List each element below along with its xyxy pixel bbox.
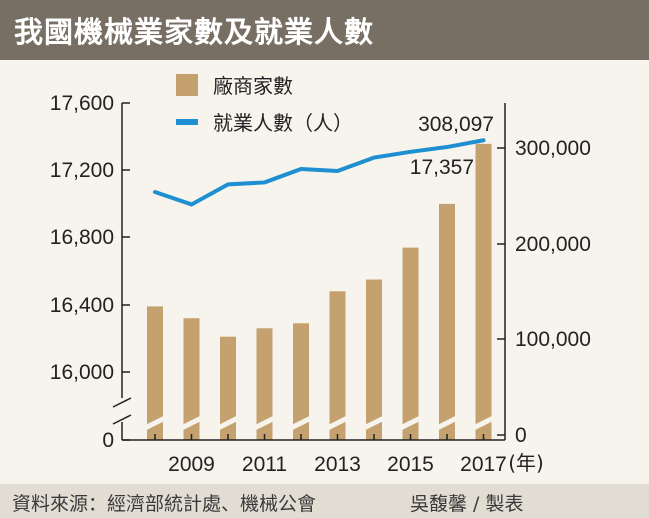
left-tick-label-0: 17,600 [50, 92, 114, 115]
right-tick-label-2: 100,000 [515, 328, 591, 351]
bar-2013 [329, 291, 346, 440]
x-tick-label-2009: 2009 [168, 453, 215, 476]
x-tick-label-2015: 2015 [387, 453, 434, 476]
bar-2014 [366, 279, 382, 440]
legend-swatch-firms [176, 74, 198, 96]
footer-bar [0, 484, 649, 518]
bar-2017 [475, 143, 492, 440]
bar-break-2015 [399, 415, 422, 431]
bar-2012 [293, 323, 309, 440]
chart-title: 我國機械業家數及就業人數 [14, 15, 375, 49]
left-tick-label-2: 16,800 [50, 226, 114, 249]
axis-break-mark-top [112, 397, 132, 408]
bar-2016 [439, 203, 455, 440]
bar-break-2010 [216, 415, 240, 431]
legend-label-firms: 廠商家數 [213, 74, 293, 98]
title-bar [0, 0, 649, 60]
bar-break-2017 [472, 415, 495, 431]
x-tick-label-2017: 2017 [460, 453, 507, 476]
legend-swatch-employment [176, 119, 198, 125]
bar-2008 [147, 306, 163, 440]
left-tick-label-5: 0 [102, 429, 114, 452]
right-tick-label-0: 300,000 [515, 137, 591, 160]
right-tick-label-1: 200,000 [515, 233, 591, 256]
annotation-employment-2017: 308,097 [418, 113, 494, 136]
bar-2010 [220, 336, 236, 440]
employment-line [153, 138, 486, 207]
bar-break-2016 [435, 415, 459, 431]
bar-2015 [402, 247, 419, 440]
bar-break-2013 [326, 415, 349, 431]
bar-break-2012 [289, 415, 313, 431]
source-note: 資料來源：經濟部統計處、機械公會 [12, 493, 317, 515]
axis-break-mark-bottom [112, 414, 132, 425]
left-tick-label-1: 17,200 [50, 159, 114, 182]
x-tick-label-2013: 2013 [314, 453, 361, 476]
annotation-firms-2017: 17,357 [410, 156, 474, 179]
bar-2009 [183, 318, 200, 440]
credit-note: 吳馥馨 / 製表 [410, 493, 524, 515]
bar-2011 [256, 328, 273, 440]
right-tick-label-3: 0 [515, 424, 527, 447]
bar-break-2014 [362, 415, 386, 431]
bar-break-2011 [253, 415, 276, 431]
left-tick-label-3: 16,400 [50, 294, 114, 317]
bar-break-2009 [180, 415, 203, 431]
x-axis-unit: (年) [508, 451, 544, 475]
left-tick-label-4: 16,000 [50, 361, 114, 384]
bar-break-2008 [143, 415, 167, 431]
x-tick-label-2011: 2011 [242, 453, 287, 476]
legend-label-employment: 就業人數（人） [213, 111, 353, 135]
